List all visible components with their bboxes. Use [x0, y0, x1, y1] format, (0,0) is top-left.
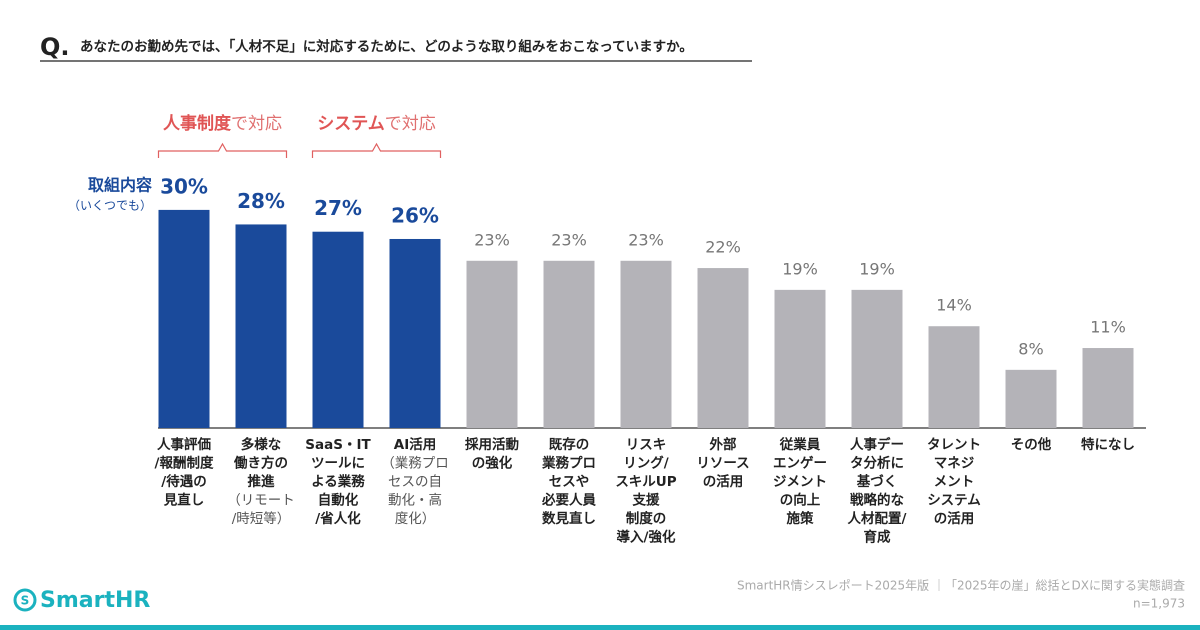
x-tick-label: ツールに: [311, 456, 365, 472]
bar: [1005, 369, 1057, 428]
x-tick-label: 基づく: [857, 473, 898, 490]
q-mark: Q.: [40, 33, 70, 61]
x-tick-label: （リモート: [227, 493, 295, 509]
bar: [389, 238, 441, 428]
x-tick-label: 戦略的な: [850, 492, 904, 509]
x-tick-label: の強化: [472, 455, 513, 472]
x-tick-label: タレント: [927, 437, 981, 453]
value-label: 19%: [859, 259, 895, 278]
x-tick-label: セスや: [549, 474, 590, 490]
value-label: 23%: [551, 230, 587, 249]
value-label: 11%: [1090, 318, 1126, 337]
x-tick-label: システム: [927, 493, 981, 509]
x-tick-label: タ分析に: [850, 455, 904, 472]
sample-size: n=1,973: [1133, 597, 1185, 611]
x-tick-label: SaaS・IT: [305, 437, 371, 453]
group-suffix: で対応: [385, 114, 436, 134]
x-tick-label: の向上: [780, 492, 821, 509]
x-tick-label: エンゲー: [773, 455, 827, 472]
x-tick-label: リング/: [623, 455, 668, 472]
x-tick-label: 育成: [864, 529, 892, 546]
value-label: 28%: [237, 189, 285, 213]
value-label: 27%: [314, 196, 362, 220]
x-tick-label: 外部: [710, 436, 738, 453]
group-emphasis: 人事制度: [163, 113, 232, 134]
x-tick-label: 数見直し: [542, 510, 596, 527]
x-tick-label: 人事デー: [850, 436, 904, 453]
x-tick-label: リスキ: [626, 437, 667, 453]
bottom-bar: [0, 625, 1200, 630]
x-tick-label: よる業務: [311, 473, 365, 490]
x-tick-label: 導入/強化: [617, 529, 676, 546]
x-tick-label: 施策: [787, 510, 815, 527]
bar: [158, 209, 210, 428]
value-label: 14%: [936, 296, 972, 315]
x-tick-label: /報酬制度: [155, 455, 214, 472]
x-tick-label: マネジ: [934, 456, 975, 472]
bar: [928, 326, 980, 428]
logo-icon: [13, 588, 37, 612]
x-tick-label: 推進: [248, 473, 275, 490]
x-tick-label: 業務プロ: [541, 455, 596, 472]
x-tick-label: （業務プロ: [381, 456, 449, 472]
x-tick-label: 制度の: [626, 510, 667, 527]
bar: [697, 268, 749, 428]
value-label: 8%: [1018, 339, 1043, 358]
x-tick-label: 既存の: [549, 436, 590, 453]
value-label: 22%: [705, 238, 741, 257]
logo-icon-s: S: [21, 594, 30, 608]
x-tick-label: 見直し: [163, 492, 205, 509]
x-tick-label: 動化・高: [388, 492, 442, 509]
value-label: 23%: [474, 230, 510, 249]
x-tick-label: の活用: [934, 510, 975, 527]
x-tick-label: 自動化: [318, 492, 359, 509]
x-tick-label: 人材配置/: [848, 510, 907, 527]
question: あなたのお勤め先では、「人材不足」に対応するために、どのような取り組みをおこなっ…: [80, 38, 693, 55]
x-tick-label: ジメント: [773, 474, 827, 490]
bar: [466, 260, 518, 428]
x-tick-label: /時短等）: [232, 510, 291, 527]
x-tick-label: 従業員: [779, 436, 821, 453]
x-tick-label: 特になし: [1081, 436, 1135, 453]
group-emphasis: システム: [317, 114, 385, 134]
x-tick-label: その他: [1011, 436, 1052, 453]
group-label: システムで対応: [317, 114, 436, 134]
x-tick-label: /省人化: [315, 510, 361, 527]
group-label: 人事制度で対応: [163, 113, 282, 134]
side-label: 取組内容: [88, 176, 152, 195]
x-tick-label: 支援: [632, 492, 661, 509]
x-tick-label: 働き方の: [233, 455, 288, 472]
x-tick-label: 人事評価: [157, 436, 211, 453]
x-tick-label: /待遇の: [161, 473, 206, 490]
source: SmartHR情シスレポート2025年版 ｜「2025年の崖」総括とDXに関する…: [737, 578, 1185, 593]
logo: SmartHR: [40, 588, 150, 613]
bar: [620, 260, 672, 428]
value-label: 19%: [782, 259, 818, 278]
x-tick-label: 多様な: [241, 436, 282, 453]
bar: [851, 289, 903, 428]
bracket: [157, 142, 288, 158]
bar: [312, 231, 364, 428]
bar: [774, 289, 826, 428]
x-tick-label: スキルUP: [615, 474, 676, 490]
value-label: 26%: [391, 203, 439, 227]
bracket: [311, 142, 442, 158]
side-note: （いくつでも）: [68, 199, 152, 213]
bar: [1082, 348, 1134, 428]
bar: [235, 224, 287, 428]
x-tick-label: メント: [934, 474, 975, 490]
value-label: 30%: [160, 174, 208, 198]
x-tick-label: 採用活動: [465, 436, 519, 453]
value-label: 23%: [628, 230, 664, 249]
x-tick-label: AI活用: [394, 436, 436, 453]
x-tick-label: 必要人員: [541, 492, 596, 509]
bar: [543, 260, 595, 428]
x-tick-label: の活用: [703, 473, 744, 490]
x-tick-label: セスの自: [388, 474, 442, 490]
group-suffix: で対応: [231, 114, 282, 134]
x-tick-label: 度化）: [395, 511, 436, 527]
x-tick-label: リソース: [696, 456, 749, 472]
